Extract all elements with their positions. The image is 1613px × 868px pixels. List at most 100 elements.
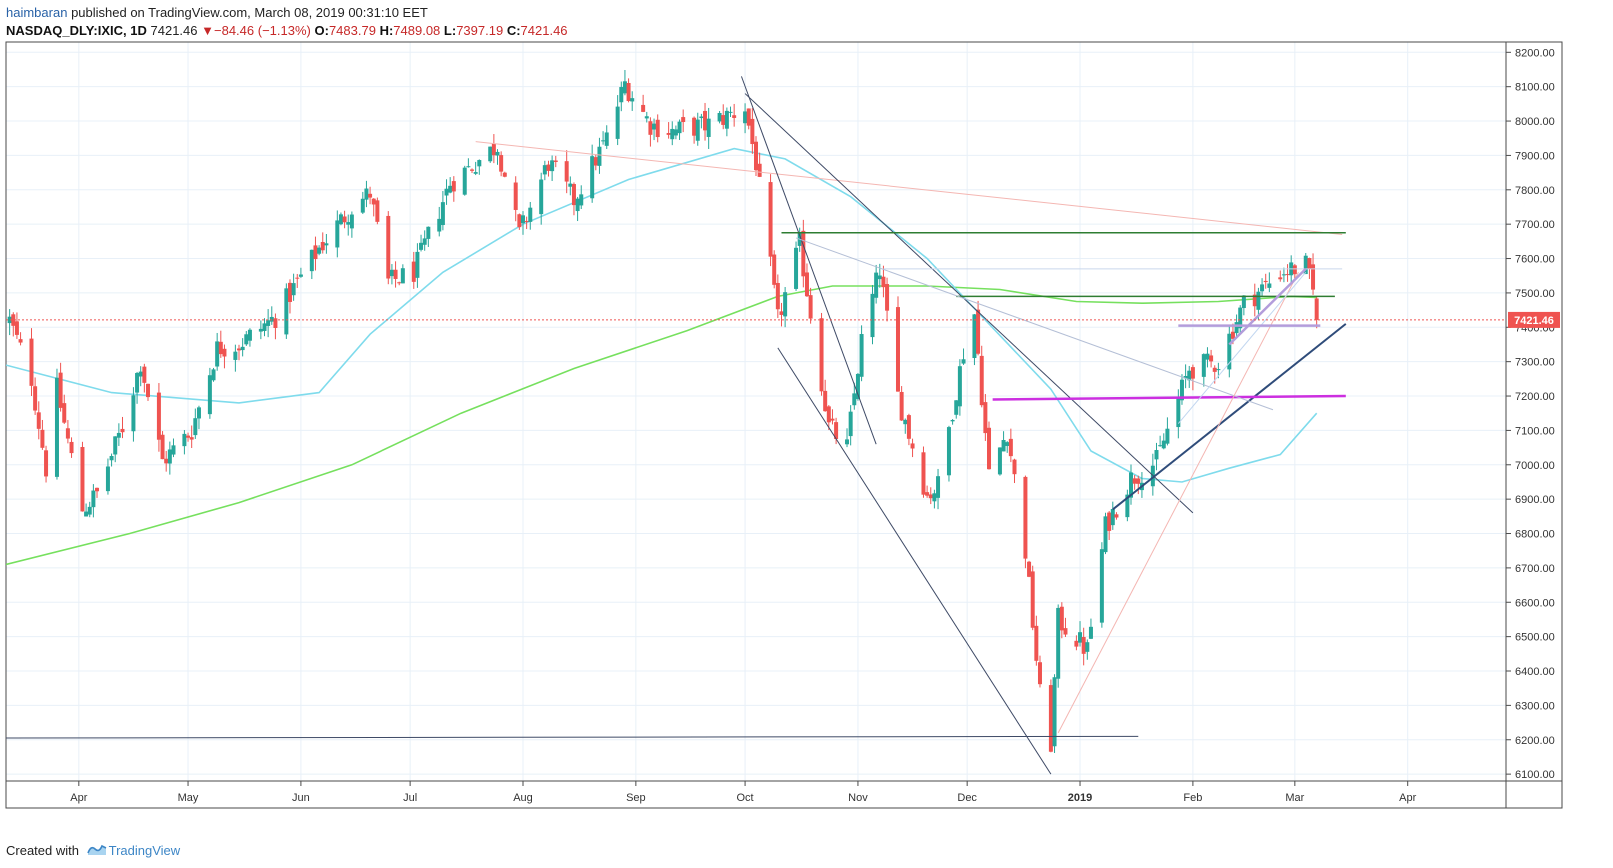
candle	[138, 366, 143, 387]
candle-body	[247, 329, 252, 341]
candle	[411, 251, 416, 289]
candle	[732, 103, 737, 127]
trend-line	[744, 93, 1194, 514]
candle-body	[550, 160, 555, 172]
candle	[440, 191, 445, 231]
candle	[721, 104, 726, 130]
tradingview-brand-link[interactable]: TradingView	[108, 843, 181, 858]
candle-body	[819, 318, 824, 392]
candle-body	[630, 98, 635, 102]
created-with-text: Created with	[6, 843, 79, 858]
candle	[222, 344, 227, 369]
candle	[44, 445, 49, 483]
candle	[1037, 655, 1042, 688]
candle	[906, 413, 911, 446]
candle-body	[564, 161, 569, 182]
candle-body	[1292, 265, 1297, 275]
candle	[1252, 283, 1257, 317]
candle	[754, 136, 758, 176]
price-axis-label: 8000.00	[1515, 116, 1555, 128]
candle-body	[40, 429, 45, 448]
chart-header: haimbaran published on TradingView.com, …	[6, 4, 1566, 40]
candle-body	[597, 146, 602, 166]
candle	[284, 283, 289, 339]
candle-body	[936, 476, 941, 498]
candle-body	[1023, 476, 1028, 559]
candle	[269, 306, 274, 325]
candle	[298, 267, 303, 278]
candle-body	[1154, 450, 1159, 460]
candle	[524, 216, 529, 230]
candle-body	[961, 359, 966, 364]
price-axis-label: 6100.00	[1515, 769, 1555, 781]
candle-body	[921, 452, 926, 495]
candle-body	[1125, 494, 1130, 518]
candle-body	[834, 422, 839, 440]
time-axis-label: Feb	[1183, 792, 1202, 804]
candle-body	[717, 112, 722, 122]
candle-body	[1085, 642, 1090, 652]
candle	[335, 210, 340, 258]
price-axis-label: 7100.00	[1515, 425, 1555, 437]
candle-body	[1005, 442, 1010, 446]
candle	[615, 95, 620, 146]
candle	[673, 125, 678, 140]
candle-body	[346, 222, 351, 225]
candle-body	[903, 419, 908, 425]
price-axis-label: 7300.00	[1515, 357, 1555, 369]
candle	[1059, 602, 1064, 639]
candle-body	[870, 293, 875, 338]
candle	[349, 211, 354, 238]
candle	[14, 312, 19, 339]
candle	[546, 160, 551, 177]
candle	[757, 152, 762, 178]
candle-body	[539, 179, 544, 215]
trend-line	[777, 347, 1052, 775]
candle-body	[11, 314, 16, 326]
candle	[976, 300, 981, 356]
candle-body	[520, 215, 525, 224]
candle	[928, 487, 933, 505]
candle-body	[419, 242, 424, 250]
candle-body	[666, 133, 671, 135]
candle	[233, 344, 238, 372]
candle-body	[411, 261, 416, 282]
candle	[84, 503, 89, 517]
candle	[830, 409, 835, 425]
candle	[852, 382, 857, 410]
candle-body	[775, 282, 780, 310]
candle	[342, 210, 347, 229]
candle-body	[338, 214, 343, 225]
tradingview-logo-icon[interactable]	[86, 842, 107, 861]
candle	[36, 401, 41, 440]
candle-body	[386, 215, 391, 279]
candle	[579, 185, 584, 210]
candle	[419, 234, 424, 252]
candle	[346, 214, 351, 236]
candle	[542, 160, 547, 181]
candle	[1081, 627, 1086, 666]
candle	[1048, 679, 1053, 753]
candle-body	[575, 198, 580, 212]
candle	[54, 368, 59, 480]
last-price-badge-bg	[1508, 311, 1560, 328]
candle-body	[80, 446, 85, 512]
candle	[619, 81, 624, 112]
candle	[564, 150, 569, 194]
open-value: 7483.79	[328, 23, 376, 38]
candle-body	[295, 277, 300, 279]
candle	[393, 261, 398, 288]
candle-body	[1012, 459, 1017, 475]
author-link[interactable]: haimbaran	[6, 5, 68, 20]
candle	[499, 151, 504, 177]
candle-body	[1165, 428, 1170, 444]
candle	[895, 296, 900, 392]
candle-body	[266, 320, 271, 326]
candle	[903, 418, 908, 434]
candle	[1209, 349, 1214, 368]
candle	[874, 264, 879, 304]
candle	[116, 423, 121, 446]
candle-body	[801, 230, 806, 277]
candle-body	[950, 420, 955, 422]
